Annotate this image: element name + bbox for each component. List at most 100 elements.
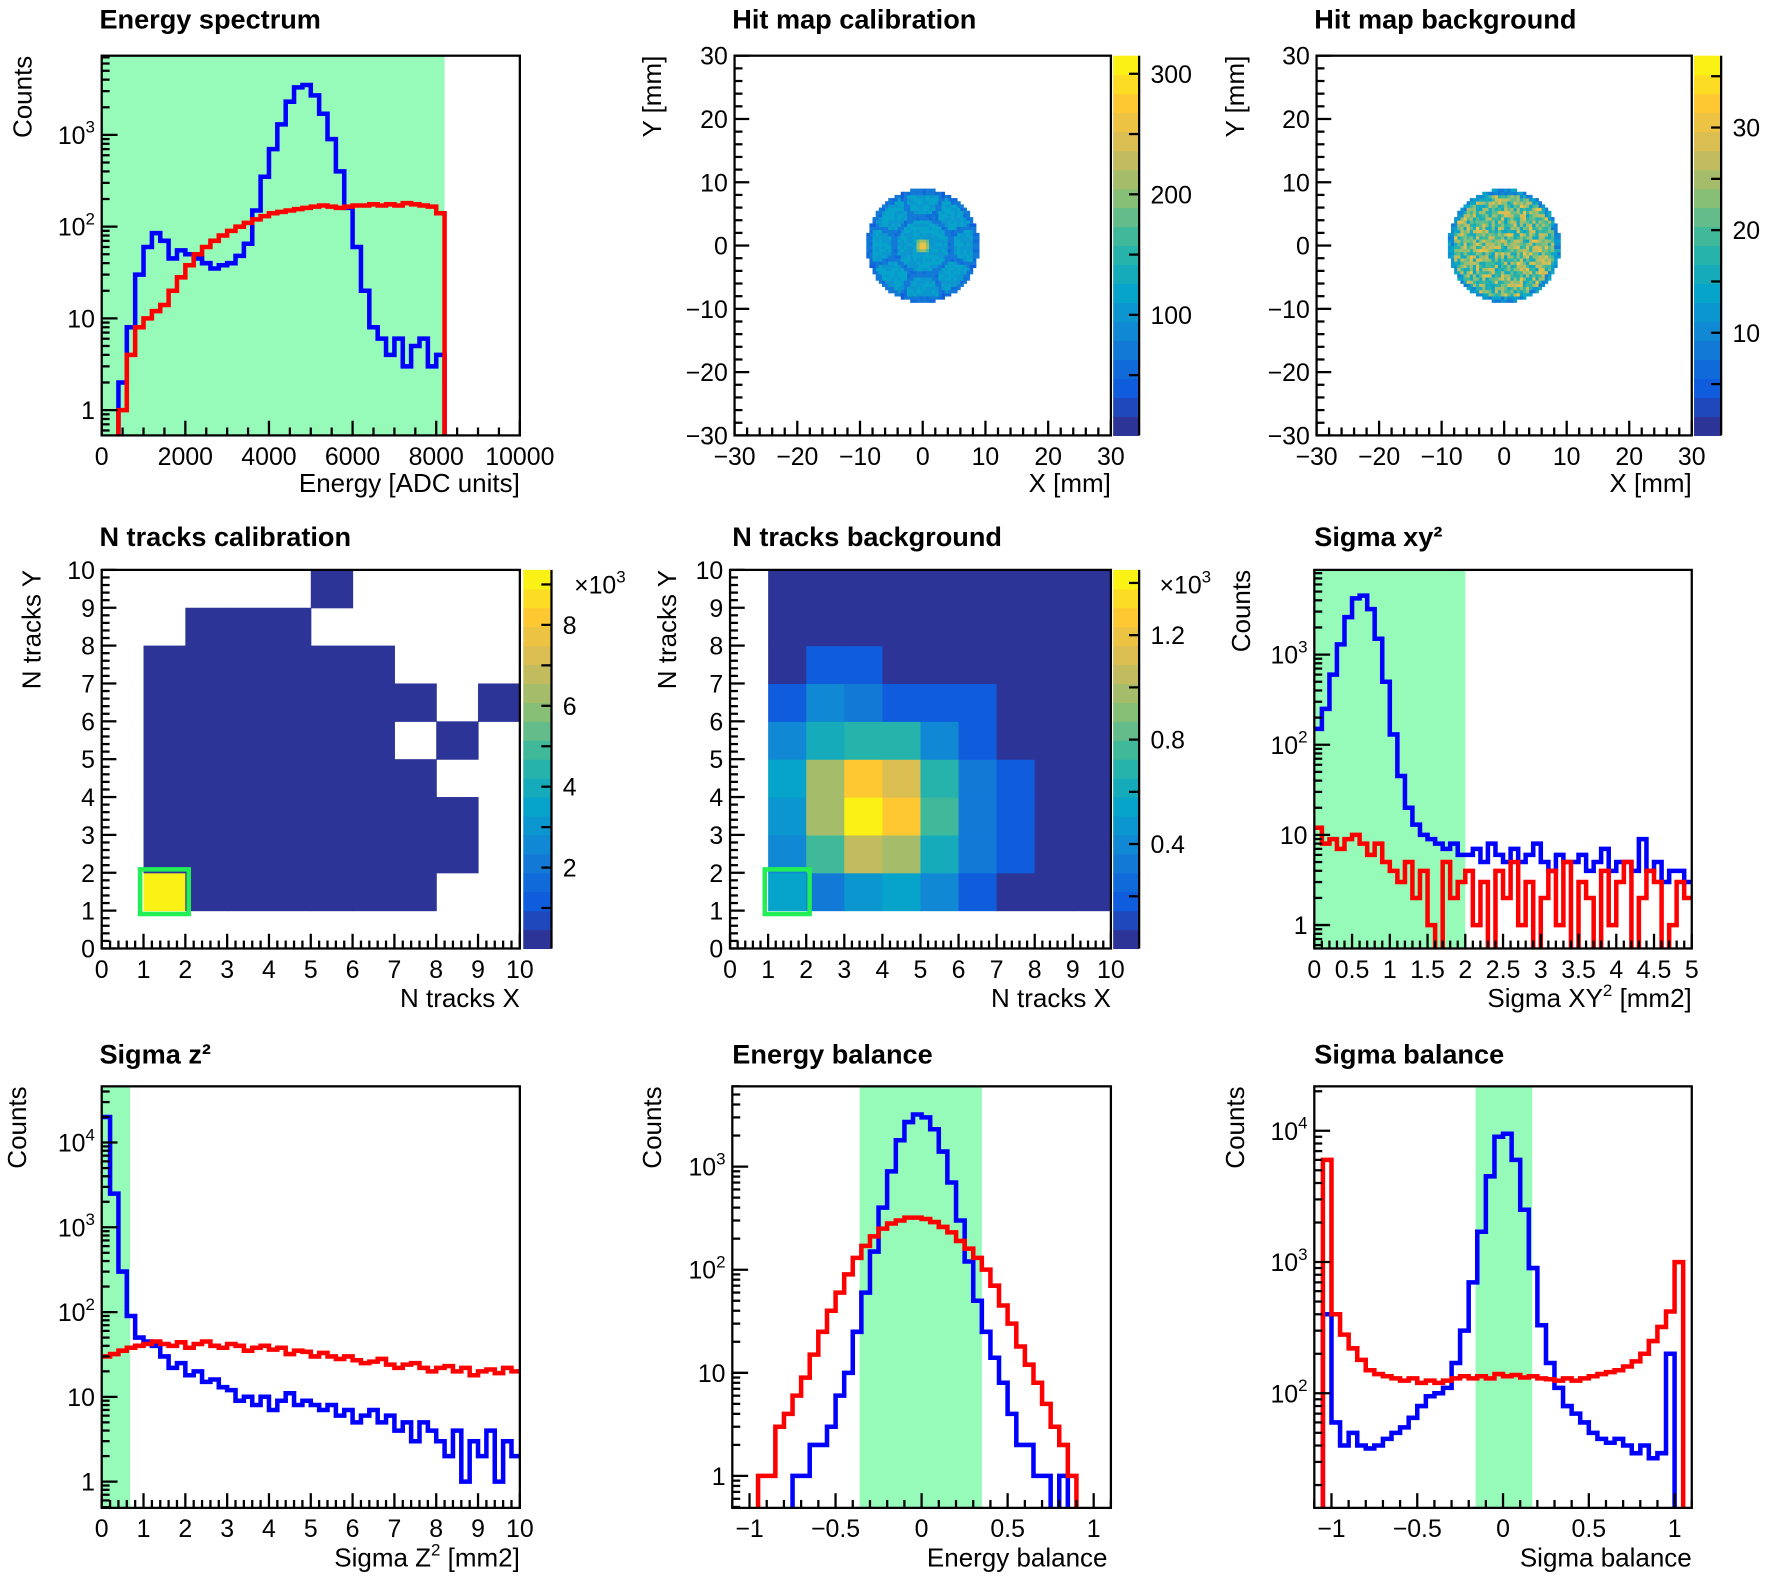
hitmap-pixel xyxy=(1485,223,1489,227)
y-tick-label: −10 xyxy=(1268,296,1310,324)
hitmap-pixel xyxy=(1488,293,1492,297)
colorbar-band xyxy=(1113,853,1140,874)
hitmap-pixel xyxy=(935,194,939,199)
hitmap-pixel xyxy=(1472,201,1477,205)
hitmap-pixel xyxy=(932,296,936,300)
hitmap-pixel xyxy=(925,270,930,275)
hitmap-pixel xyxy=(1532,220,1536,224)
heatmap-cell xyxy=(1072,872,1111,912)
y-tick-label: 9 xyxy=(81,595,95,623)
hitmap-pixel xyxy=(881,270,886,275)
hitmap-pixel xyxy=(894,274,898,278)
hitmap-pixel xyxy=(888,255,892,259)
hitmap-pixel xyxy=(1532,236,1536,240)
hitmap-pixel xyxy=(1457,229,1461,234)
x-axis-title: Energy [ADC units] xyxy=(299,468,520,498)
hitmap-pixel xyxy=(1491,280,1496,284)
hitmap-pixel xyxy=(1463,239,1467,243)
hitmap-pixel xyxy=(932,299,936,303)
hitmap-pixel xyxy=(925,226,930,231)
hitmap-pixel xyxy=(1547,226,1552,231)
hitmap-pixel xyxy=(1482,289,1486,294)
hitmap-pixel xyxy=(1463,277,1467,281)
colorbar-band xyxy=(1113,397,1140,417)
hitmap-pixel xyxy=(891,232,895,237)
hitmap-pixel xyxy=(872,217,877,221)
hitmap-pixel xyxy=(960,280,964,284)
hitmap-pixel xyxy=(1529,255,1533,259)
hitmap-pixel xyxy=(1538,220,1543,224)
hitmap-pixel xyxy=(941,226,946,231)
hitmap-pixel xyxy=(913,207,917,212)
hitmap-pixel xyxy=(878,239,883,243)
hitmap-pixel xyxy=(1460,255,1464,259)
hitmap-pixel xyxy=(944,274,949,278)
hitmap-pixel xyxy=(875,255,880,259)
hitmap-pixel xyxy=(1513,261,1518,265)
hitmap-pixel xyxy=(1494,296,1499,300)
hitmap-pixel xyxy=(1494,289,1499,294)
colorbar-band xyxy=(1694,93,1722,114)
hitmap-pixel xyxy=(1532,289,1536,294)
hitmap-pixel xyxy=(925,293,930,297)
hitmap-pixel xyxy=(1507,289,1511,294)
hitmap-pixel xyxy=(1522,229,1527,234)
hitmap-pixel xyxy=(1513,213,1518,218)
hitmap-pixel xyxy=(1494,220,1499,224)
y-tick-label: 10 xyxy=(1280,822,1308,850)
hitmap-pixel xyxy=(1510,201,1514,205)
hitmap-pixel xyxy=(1507,239,1511,243)
hitmap-pixel xyxy=(1513,217,1518,221)
hitmap-pixel xyxy=(1472,242,1477,246)
hitmap-pixel xyxy=(963,213,967,218)
hitmap-pixel xyxy=(1488,248,1492,253)
hitmap-pixel xyxy=(897,245,902,250)
heatmap-cell xyxy=(1034,683,1074,722)
hitmap-pixel xyxy=(1479,236,1483,240)
heatmap-cell xyxy=(310,569,354,609)
hitmap-pixel xyxy=(1488,267,1492,272)
hitmap-pixel xyxy=(963,239,967,243)
colorbar-band xyxy=(1113,910,1140,931)
hitmap-pixel xyxy=(935,223,939,227)
hitmap-pixel xyxy=(1519,289,1524,294)
x-tick-label: −20 xyxy=(776,443,818,471)
hitmap-pixel xyxy=(1482,286,1486,291)
hitmap-pixel xyxy=(1519,194,1524,199)
hitmap-pixel xyxy=(1504,251,1508,256)
hitmap-pixel xyxy=(878,210,883,215)
hitmap-pixel xyxy=(900,191,905,196)
hitmap-pixel xyxy=(885,280,889,284)
hitmap-pixel xyxy=(1488,232,1492,237)
hitmap-pixel xyxy=(881,251,886,256)
colorbar-tick-label: 100 xyxy=(1150,302,1191,330)
hitmap-pixel xyxy=(969,220,974,224)
hitmap-pixel xyxy=(1463,267,1467,272)
heatmap-cell xyxy=(310,797,354,836)
hitmap-pixel xyxy=(1482,194,1486,199)
x-tick-label: 0 xyxy=(916,443,930,471)
hitmap-pixel xyxy=(969,245,974,250)
hitmap-pixel xyxy=(913,188,917,193)
hitmap-pixel xyxy=(1463,245,1467,250)
hitmap-pixel xyxy=(885,255,889,259)
hitmap-pixel xyxy=(1513,245,1518,250)
hitmap-pixel xyxy=(1497,274,1502,278)
hitmap-pixel xyxy=(944,267,949,272)
hitmap-pixel xyxy=(916,270,920,275)
hitmap-pixel xyxy=(932,201,936,205)
x-tick-label: 9 xyxy=(1066,956,1080,984)
hitmap-pixel xyxy=(885,210,889,215)
highlight-box xyxy=(137,867,191,917)
hitmap-pixel xyxy=(960,251,964,256)
hitmap-pixel xyxy=(1510,188,1514,193)
hitmap-pixel xyxy=(1485,251,1489,256)
hitmap-pixel xyxy=(954,207,958,212)
hitmap-pixel xyxy=(966,239,971,243)
hitmap-pixel xyxy=(1510,204,1514,208)
heatmap-cell xyxy=(806,721,845,760)
hitmap-pixel xyxy=(1510,239,1514,243)
hitmap-pixel xyxy=(1504,236,1508,240)
colorbar-band xyxy=(1113,169,1140,190)
hitmap-pixel xyxy=(885,220,889,224)
